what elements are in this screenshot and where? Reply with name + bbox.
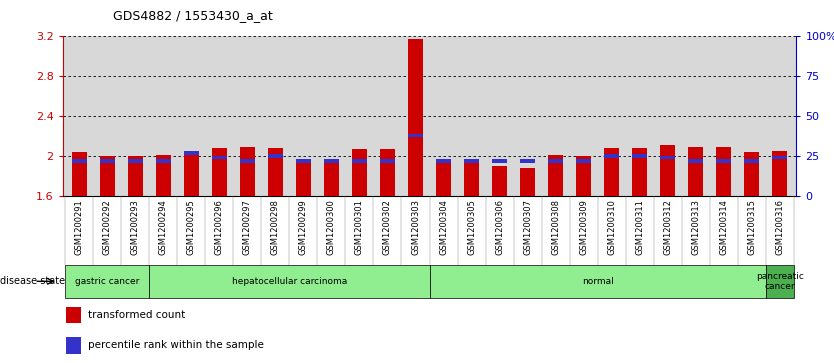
Text: GSM1200314: GSM1200314 <box>719 200 728 255</box>
Text: disease state: disease state <box>0 276 65 286</box>
Bar <box>268 154 284 158</box>
Bar <box>632 148 647 196</box>
Bar <box>632 154 647 158</box>
Bar <box>379 159 395 163</box>
Bar <box>65 265 149 298</box>
Text: hepatocellular carcinoma: hepatocellular carcinoma <box>232 277 347 286</box>
Bar <box>128 156 143 196</box>
Text: GSM1200309: GSM1200309 <box>579 200 588 255</box>
Text: GSM1200302: GSM1200302 <box>383 200 392 255</box>
Bar <box>324 160 339 196</box>
Bar <box>436 159 451 196</box>
Bar <box>66 307 81 323</box>
Text: GSM1200294: GSM1200294 <box>159 200 168 255</box>
Bar <box>548 155 563 196</box>
Bar <box>296 160 311 196</box>
Text: GSM1200297: GSM1200297 <box>243 200 252 255</box>
Bar <box>408 134 423 137</box>
Text: GSM1200299: GSM1200299 <box>299 200 308 255</box>
Text: GDS4882 / 1553430_a_at: GDS4882 / 1553430_a_at <box>113 9 273 22</box>
Bar <box>744 159 759 163</box>
Bar <box>212 148 227 196</box>
Bar <box>72 159 87 163</box>
Text: GSM1200296: GSM1200296 <box>215 200 224 255</box>
Bar <box>100 156 115 196</box>
Bar <box>239 159 255 163</box>
Bar <box>100 159 115 163</box>
Text: GSM1200313: GSM1200313 <box>691 200 700 256</box>
Bar <box>268 148 284 196</box>
Text: normal: normal <box>581 277 614 286</box>
Text: GSM1200305: GSM1200305 <box>467 200 476 255</box>
Bar <box>716 159 731 163</box>
Bar <box>492 159 507 163</box>
Bar <box>772 156 787 159</box>
Bar <box>156 155 171 196</box>
Bar <box>212 156 227 159</box>
Text: GSM1200301: GSM1200301 <box>355 200 364 255</box>
Bar <box>520 168 535 196</box>
Text: GSM1200298: GSM1200298 <box>271 200 280 255</box>
Bar <box>464 159 480 196</box>
Text: percentile rank within the sample: percentile rank within the sample <box>88 340 264 350</box>
Bar <box>324 159 339 163</box>
Bar <box>352 149 367 196</box>
Text: GSM1200315: GSM1200315 <box>747 200 756 255</box>
Text: GSM1200300: GSM1200300 <box>327 200 336 255</box>
Bar <box>575 159 591 163</box>
Bar <box>408 39 423 196</box>
Bar <box>66 337 81 354</box>
Text: GSM1200293: GSM1200293 <box>131 200 140 255</box>
Bar <box>660 145 676 196</box>
Text: GSM1200291: GSM1200291 <box>75 200 84 255</box>
Bar <box>660 156 676 159</box>
Text: GSM1200292: GSM1200292 <box>103 200 112 255</box>
Bar <box>379 149 395 196</box>
Bar <box>772 151 787 196</box>
Bar <box>716 147 731 196</box>
Text: GSM1200304: GSM1200304 <box>439 200 448 255</box>
Text: GSM1200308: GSM1200308 <box>551 200 560 256</box>
Bar <box>604 154 620 158</box>
Text: gastric cancer: gastric cancer <box>75 277 139 286</box>
Bar <box>156 159 171 163</box>
Bar <box>766 265 794 298</box>
Bar <box>352 159 367 163</box>
Bar <box>239 147 255 196</box>
Bar <box>548 159 563 163</box>
Bar <box>436 159 451 163</box>
Bar <box>744 152 759 196</box>
Bar <box>492 166 507 196</box>
Bar <box>183 151 199 155</box>
Bar <box>688 147 703 196</box>
Text: GSM1200316: GSM1200316 <box>775 200 784 256</box>
Text: GSM1200306: GSM1200306 <box>495 200 504 256</box>
Bar <box>575 156 591 196</box>
Bar <box>183 151 199 196</box>
Bar <box>688 159 703 163</box>
Bar <box>72 152 87 196</box>
Bar <box>149 265 430 298</box>
Text: GSM1200311: GSM1200311 <box>636 200 644 255</box>
Text: GSM1200312: GSM1200312 <box>663 200 672 255</box>
Bar <box>520 159 535 163</box>
Text: GSM1200303: GSM1200303 <box>411 200 420 256</box>
Bar <box>604 148 620 196</box>
Text: GSM1200307: GSM1200307 <box>523 200 532 256</box>
Text: GSM1200295: GSM1200295 <box>187 200 196 255</box>
Text: transformed count: transformed count <box>88 310 185 320</box>
Text: GSM1200310: GSM1200310 <box>607 200 616 255</box>
Bar <box>296 159 311 163</box>
Bar <box>430 265 766 298</box>
Bar <box>464 159 480 163</box>
Bar <box>128 159 143 163</box>
Text: pancreatic
cancer: pancreatic cancer <box>756 272 804 291</box>
